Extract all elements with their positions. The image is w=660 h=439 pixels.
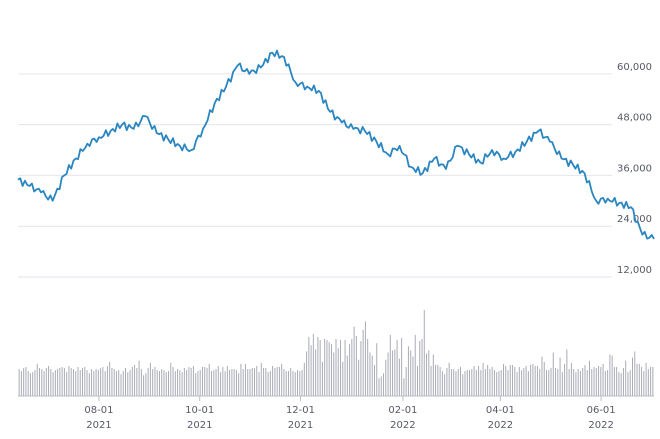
x-tick-label-month: 10-01 bbox=[185, 405, 214, 416]
y-tick-label: 12,000 bbox=[617, 265, 652, 276]
x-tick-label-month: 12-01 bbox=[286, 405, 315, 416]
gridlines bbox=[18, 73, 612, 278]
x-tick-label-month: 04-01 bbox=[486, 405, 515, 416]
x-tick-label-year: 2022 bbox=[488, 420, 513, 431]
x-tick-label-year: 2022 bbox=[588, 420, 613, 431]
x-tick-label-month: 02-01 bbox=[388, 405, 417, 416]
x-tick-label-month: 08-01 bbox=[84, 405, 113, 416]
y-tick-label: 60,000 bbox=[617, 62, 652, 73]
y-tick-label: 36,000 bbox=[617, 163, 652, 174]
x-tick-label-year: 2022 bbox=[390, 420, 415, 431]
y-tick-label: 48,000 bbox=[617, 113, 652, 124]
volume-bars bbox=[18, 310, 654, 396]
x-axis-ticks: 08-01 2021 10-01 2021 12-01 2021 02-01 2022 04-0… bbox=[84, 396, 616, 431]
x-tick-label-year: 2021 bbox=[86, 420, 111, 431]
price-line-series bbox=[17, 49, 655, 240]
x-tick-label-year: 2021 bbox=[187, 420, 212, 431]
x-tick-label-month: 06-01 bbox=[587, 405, 616, 416]
x-tick-label-year: 2021 bbox=[288, 420, 313, 431]
